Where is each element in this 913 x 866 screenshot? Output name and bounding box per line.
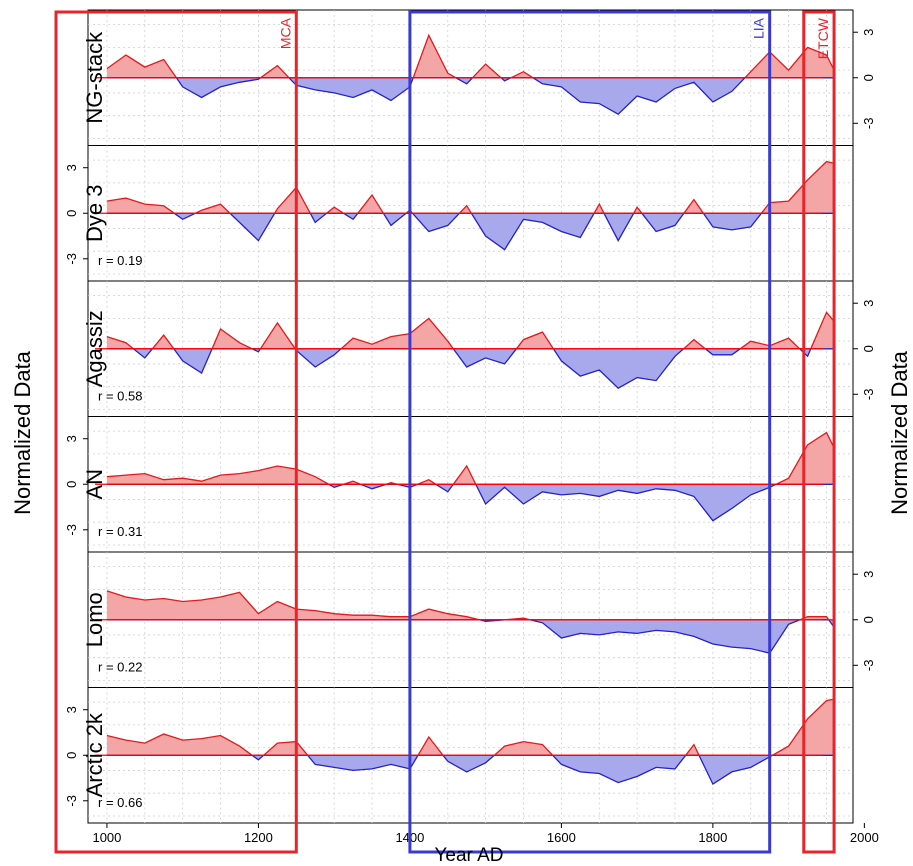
x-tick-label: 1800 — [698, 830, 727, 845]
y-tick-label: 3 — [64, 706, 79, 713]
panel-title: AN — [82, 469, 107, 500]
y-tick-label: -3 — [64, 253, 79, 265]
y-tick-label: 0 — [64, 752, 79, 759]
series-area-negative — [106, 348, 835, 389]
x-tick-label: 1200 — [244, 830, 273, 845]
y-tick-label: 3 — [861, 29, 876, 36]
series-area-positive — [106, 161, 835, 214]
series-line-negative — [106, 754, 835, 786]
x-axis: 1000 1200 1400 1600 1800 2000 — [92, 823, 879, 845]
y-tick-label: 0 — [861, 345, 876, 352]
y-tick-label: -3 — [861, 389, 876, 401]
y-axis-label-left: Normalized Data — [10, 350, 35, 515]
period-label-mca: MCA — [277, 17, 293, 49]
y-tick-label: 0 — [861, 74, 876, 81]
series-area-positive — [106, 590, 835, 620]
correlation-label: r = 0.19 — [98, 253, 142, 268]
y-tick-label: -3 — [64, 524, 79, 536]
series-area-negative — [106, 213, 835, 250]
x-tick-label: 1000 — [92, 830, 121, 845]
x-tick-label: 1600 — [547, 830, 576, 845]
panel-title: NG-stack — [82, 31, 107, 124]
period-box-lia — [408, 10, 772, 854]
correlation-label: r = 0.66 — [98, 795, 142, 810]
y-tick-label: 0 — [64, 210, 79, 217]
x-tick-label: 2000 — [850, 830, 879, 845]
y-axis-label-right: Normalized Data — [887, 350, 912, 515]
panel-ng-stack: 3 0 -3 NG-stack — [82, 9, 876, 146]
period-label-lia: LIA — [751, 17, 767, 39]
panel-agassiz: 3 0 -3 Agassiz r = 0.58 — [82, 280, 876, 417]
y-tick-label: 3 — [861, 571, 876, 578]
period-box-mca — [54, 10, 298, 854]
series-area-negative — [106, 77, 835, 115]
series-line-negative — [106, 77, 835, 116]
panel-an: 3 0 -3 AN r = 0.31 — [64, 416, 854, 553]
y-tick-label: -3 — [861, 660, 876, 672]
y-tick-label: 3 — [861, 300, 876, 307]
panel-title: Lomo — [82, 592, 107, 647]
series-area-positive — [106, 35, 835, 78]
period-label-etcw: ETCW — [815, 17, 831, 59]
correlation-label: r = 0.31 — [98, 524, 142, 539]
panel-title: Dye 3 — [82, 185, 107, 242]
y-tick-label: -3 — [64, 795, 79, 807]
series-area-positive — [106, 699, 835, 756]
series-area-negative — [106, 484, 835, 521]
series-area-negative — [106, 619, 835, 654]
panel-lomo: 3 0 -3 Lomo r = 0.22 — [82, 551, 876, 688]
y-tick-label: 0 — [861, 616, 876, 623]
series-area-positive — [106, 432, 835, 485]
y-tick-label: 3 — [64, 435, 79, 442]
y-tick-label: 0 — [64, 481, 79, 488]
period-box-etcw — [802, 10, 836, 854]
y-tick-label: -3 — [861, 118, 876, 130]
x-axis-label: Year AD — [434, 845, 503, 866]
correlation-label: r = 0.58 — [98, 389, 142, 404]
period-boxes-layer: MCA LIA ETCW — [54, 10, 836, 854]
correlation-label: r = 0.22 — [98, 660, 142, 675]
panel-title: Agassiz — [82, 310, 107, 387]
panel-title: Arctic 2k — [82, 712, 107, 797]
y-tick-label: 3 — [64, 164, 79, 171]
